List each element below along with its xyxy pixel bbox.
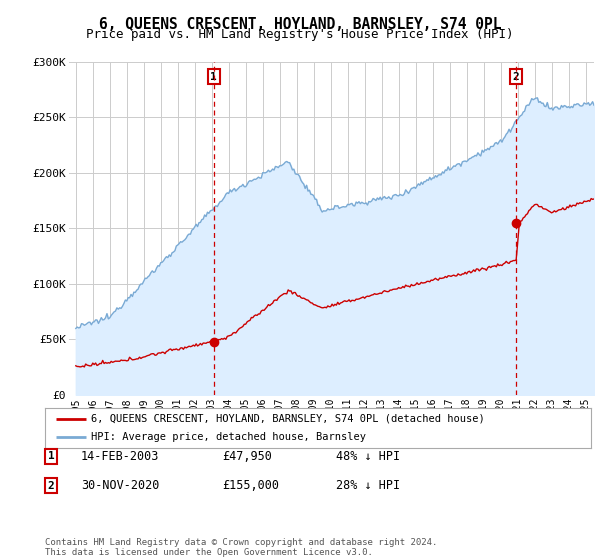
- Text: 6, QUEENS CRESCENT, HOYLAND, BARNSLEY, S74 0PL (detached house): 6, QUEENS CRESCENT, HOYLAND, BARNSLEY, S…: [91, 414, 485, 423]
- Text: 2: 2: [47, 480, 55, 491]
- Text: HPI: Average price, detached house, Barnsley: HPI: Average price, detached house, Barn…: [91, 432, 367, 442]
- Text: 1: 1: [211, 72, 217, 82]
- Text: 1: 1: [47, 451, 55, 461]
- Text: £155,000: £155,000: [222, 479, 279, 492]
- Text: 28% ↓ HPI: 28% ↓ HPI: [336, 479, 400, 492]
- Text: 2: 2: [513, 72, 520, 82]
- Text: 48% ↓ HPI: 48% ↓ HPI: [336, 450, 400, 463]
- Text: 6, QUEENS CRESCENT, HOYLAND, BARNSLEY, S74 0PL: 6, QUEENS CRESCENT, HOYLAND, BARNSLEY, S…: [99, 17, 501, 32]
- Text: Price paid vs. HM Land Registry's House Price Index (HPI): Price paid vs. HM Land Registry's House …: [86, 28, 514, 41]
- Text: 14-FEB-2003: 14-FEB-2003: [81, 450, 160, 463]
- Text: Contains HM Land Registry data © Crown copyright and database right 2024.
This d: Contains HM Land Registry data © Crown c…: [45, 538, 437, 557]
- Text: 30-NOV-2020: 30-NOV-2020: [81, 479, 160, 492]
- Text: £47,950: £47,950: [222, 450, 272, 463]
